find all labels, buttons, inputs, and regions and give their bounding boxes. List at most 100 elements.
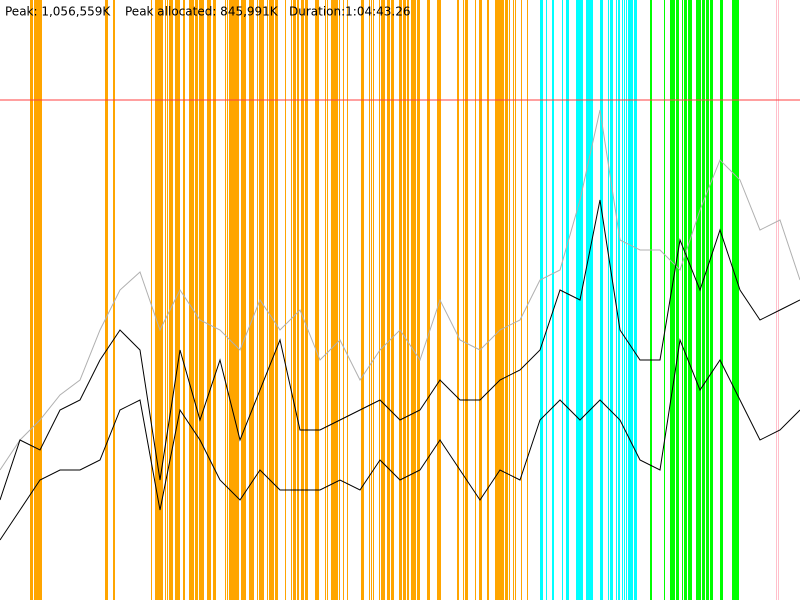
- phase-band: [546, 0, 547, 600]
- phase-band: [411, 0, 414, 600]
- phase-band: [407, 0, 409, 600]
- phase-band: [684, 0, 687, 600]
- phase-band: [706, 0, 709, 600]
- phase-band: [155, 0, 157, 600]
- phase-band: [36, 0, 39, 600]
- phase-band: [271, 0, 274, 600]
- phase-band: [379, 0, 380, 600]
- phase-band: [227, 0, 228, 600]
- phase-band: [465, 0, 468, 600]
- phase-band: [105, 0, 108, 600]
- phase-band: [427, 0, 430, 600]
- phase-band: [201, 0, 203, 600]
- phase-band: [203, 0, 204, 600]
- phase-band: [157, 0, 160, 600]
- phase-band: [682, 0, 683, 600]
- phase-band: [399, 0, 402, 600]
- phase-band: [34, 0, 36, 600]
- phase-band: [249, 0, 252, 600]
- phase-band: [403, 0, 405, 600]
- phase-band: [251, 0, 254, 600]
- series-line: [0, 199, 800, 501]
- phase-band: [616, 0, 617, 600]
- series-line: [0, 109, 800, 471]
- phase-band: [347, 0, 348, 600]
- phase-band: [241, 0, 243, 600]
- phase-band: [261, 0, 264, 600]
- peak-stat: Peak: 1,056,559K: [5, 5, 111, 19]
- phase-band: [552, 0, 554, 600]
- phase-band: [331, 0, 333, 600]
- phase-band: [40, 0, 42, 600]
- phase-band: [580, 0, 583, 600]
- phase-band: [586, 0, 589, 600]
- phase-band: [495, 0, 498, 600]
- phase-band: [151, 0, 152, 600]
- phase-band: [267, 0, 268, 600]
- phase-band: [505, 0, 508, 600]
- phase-band: [293, 0, 296, 600]
- phase-band: [602, 0, 603, 600]
- duration-stat: Duration:1:04:43.26: [289, 5, 411, 19]
- phase-band: [600, 0, 603, 600]
- phase-band: [189, 0, 192, 600]
- phase-band: [257, 0, 258, 600]
- phase-band: [327, 0, 328, 600]
- phase-band: [778, 0, 779, 600]
- phase-band: [405, 0, 406, 600]
- phase-band: [361, 0, 364, 600]
- phase-band: [634, 0, 637, 600]
- phase-band: [195, 0, 198, 600]
- phase-band: [618, 0, 620, 600]
- phase-band: [487, 0, 489, 600]
- phase-band: [527, 0, 528, 600]
- phase-band: [650, 0, 652, 600]
- phase-band: [696, 0, 699, 600]
- phase-band: [463, 0, 464, 600]
- phase-band: [337, 0, 338, 600]
- phase-band: [275, 0, 278, 600]
- phase-band: [509, 0, 510, 600]
- phase-band: [30, 0, 33, 600]
- phase-band: [710, 0, 712, 600]
- phase-band: [113, 0, 115, 600]
- phase-bands: [30, 0, 779, 600]
- phase-band: [776, 0, 777, 600]
- phase-band: [672, 0, 674, 600]
- phase-band: [521, 0, 522, 600]
- phase-band: [610, 0, 613, 600]
- phase-band: [237, 0, 239, 600]
- phase-band: [419, 0, 420, 600]
- phase-band: [303, 0, 304, 600]
- phase-band: [191, 0, 193, 600]
- phase-band: [566, 0, 568, 600]
- phase-band: [161, 0, 163, 600]
- phase-band: [678, 0, 679, 600]
- phase-band: [540, 0, 543, 600]
- phase-band: [229, 0, 231, 600]
- phase-band: [325, 0, 326, 600]
- phase-band: [501, 0, 504, 600]
- phase-band: [387, 0, 390, 600]
- phase-band: [335, 0, 338, 600]
- phase-band: [688, 0, 691, 600]
- phase-band: [628, 0, 630, 600]
- phase-band: [515, 0, 516, 600]
- phase-band: [674, 0, 675, 600]
- phase-band: [576, 0, 579, 600]
- phase-band: [175, 0, 178, 600]
- phase-band: [664, 0, 665, 600]
- phase-band: [720, 0, 723, 600]
- phase-band: [513, 0, 514, 600]
- phase-band: [315, 0, 317, 600]
- phase-band: [475, 0, 476, 600]
- phase-band: [269, 0, 272, 600]
- series-line: [0, 338, 800, 541]
- phase-band: [698, 0, 700, 600]
- phase-band: [393, 0, 394, 600]
- phase-band: [193, 0, 194, 600]
- phase-band: [301, 0, 304, 600]
- phase-band: [670, 0, 672, 600]
- phase-band: [297, 0, 299, 600]
